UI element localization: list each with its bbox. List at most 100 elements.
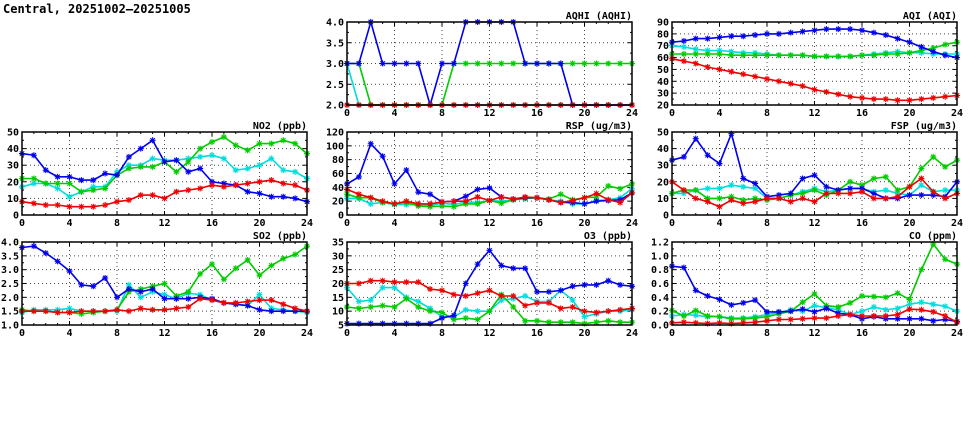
svg-text:20: 20 xyxy=(578,328,590,339)
svg-text:0: 0 xyxy=(669,328,675,339)
svg-text:0.6: 0.6 xyxy=(651,279,669,290)
svg-text:35: 35 xyxy=(332,238,344,249)
svg-text:40: 40 xyxy=(657,144,669,155)
so2-plot: 1.0 1.5 2.0 2.5 3.0 3.5 4.0 0 4 8 12 16 20 24 SO2 (ppb… xyxy=(1,231,313,339)
svg-text:20: 20 xyxy=(578,218,590,229)
svg-text:2.5: 2.5 xyxy=(1,279,19,290)
svg-text:24: 24 xyxy=(626,218,638,229)
svg-text:8: 8 xyxy=(114,328,120,339)
svg-text:20: 20 xyxy=(903,328,915,339)
svg-text:3.5: 3.5 xyxy=(326,38,344,49)
svg-text:2.5: 2.5 xyxy=(326,80,344,91)
svg-text:0.0: 0.0 xyxy=(651,321,669,332)
svg-text:20: 20 xyxy=(578,108,590,119)
svg-text:4: 4 xyxy=(716,328,722,339)
svg-text:12: 12 xyxy=(483,218,495,229)
svg-text:3.0: 3.0 xyxy=(1,265,19,276)
series-red xyxy=(669,175,960,210)
svg-text:40: 40 xyxy=(7,144,19,155)
chart-o3: 5 10 15 20 25 30 35 0 4 8 12 16 20 24 O3 (ppb) xyxy=(325,230,650,342)
svg-text:60: 60 xyxy=(332,169,344,180)
svg-text:1.0: 1.0 xyxy=(1,321,19,332)
svg-text:24: 24 xyxy=(951,108,963,119)
chart-no2: 0 10 20 30 40 50 0 4 8 12 16 20 24 NO2 (ppb) xyxy=(0,120,325,232)
svg-text:4.0: 4.0 xyxy=(1,238,19,249)
series-red xyxy=(19,177,310,210)
svg-text:0: 0 xyxy=(19,218,25,229)
svg-text:30: 30 xyxy=(657,89,669,100)
svg-text:1.0: 1.0 xyxy=(651,251,669,262)
svg-text:0: 0 xyxy=(669,108,675,119)
svg-text:40: 40 xyxy=(657,77,669,88)
rsp-title: RSP (ug/m3) xyxy=(566,121,632,132)
svg-text:20: 20 xyxy=(332,279,344,290)
svg-text:20: 20 xyxy=(253,218,265,229)
co-plot: 0.0 0.2 0.4 0.6 0.8 1.0 1.2 0 4 8 12 16 20 24 CO (ppm) xyxy=(651,231,963,339)
chart-aqi: 20 30 40 50 60 70 80 90 0 4 8 12 16 20 24 AQI (AQI) xyxy=(650,10,975,122)
fsp-title: FSP (ug/m3) xyxy=(891,121,957,132)
svg-text:4.0: 4.0 xyxy=(326,18,344,29)
svg-text:20: 20 xyxy=(7,177,19,188)
aqhi-plot: 2.0 2.5 3.0 3.5 4.0 0 4 8 12 16 20 24 AQHI (AQHI) xyxy=(326,11,638,119)
svg-text:1.5: 1.5 xyxy=(1,307,19,318)
svg-text:24: 24 xyxy=(301,218,313,229)
svg-text:0.4: 0.4 xyxy=(651,293,669,304)
svg-text:20: 20 xyxy=(253,328,265,339)
svg-text:50: 50 xyxy=(7,128,19,139)
svg-text:20: 20 xyxy=(903,218,915,229)
svg-text:0.2: 0.2 xyxy=(651,307,669,318)
svg-text:0: 0 xyxy=(669,218,675,229)
svg-text:0.8: 0.8 xyxy=(651,265,669,276)
svg-text:24: 24 xyxy=(301,328,313,339)
svg-text:4: 4 xyxy=(716,108,722,119)
svg-text:16: 16 xyxy=(856,218,868,229)
svg-text:24: 24 xyxy=(626,328,638,339)
co-title: CO (ppm) xyxy=(909,231,957,242)
svg-text:10: 10 xyxy=(7,194,19,205)
svg-text:30: 30 xyxy=(7,161,19,172)
svg-text:80: 80 xyxy=(332,155,344,166)
svg-text:40: 40 xyxy=(332,183,344,194)
svg-text:8: 8 xyxy=(764,328,770,339)
svg-text:24: 24 xyxy=(626,108,638,119)
svg-text:16: 16 xyxy=(531,218,543,229)
series-red xyxy=(669,306,960,327)
svg-text:2.0: 2.0 xyxy=(1,293,19,304)
o3-plot: 5 10 15 20 25 30 35 0 4 8 12 16 20 24 O3 (ppb) xyxy=(332,231,638,339)
svg-text:15: 15 xyxy=(332,293,344,304)
series-blue xyxy=(19,137,310,205)
svg-text:8: 8 xyxy=(764,108,770,119)
svg-text:100: 100 xyxy=(326,141,344,152)
svg-text:0: 0 xyxy=(13,211,19,222)
svg-text:4: 4 xyxy=(391,108,397,119)
svg-text:50: 50 xyxy=(657,128,669,139)
svg-text:0: 0 xyxy=(344,328,350,339)
svg-text:8: 8 xyxy=(114,218,120,229)
svg-text:12: 12 xyxy=(483,108,495,119)
svg-text:4: 4 xyxy=(66,218,72,229)
svg-text:8: 8 xyxy=(439,218,445,229)
svg-text:60: 60 xyxy=(657,53,669,64)
svg-text:70: 70 xyxy=(657,41,669,52)
no2-title: NO2 (ppb) xyxy=(253,121,307,132)
fsp-plot: 0 10 20 30 40 50 0 4 8 12 16 20 24 FSP (ug/m3) xyxy=(657,121,963,229)
series-red xyxy=(344,186,635,207)
svg-text:4: 4 xyxy=(391,218,397,229)
svg-text:10: 10 xyxy=(332,307,344,318)
svg-text:12: 12 xyxy=(158,328,170,339)
series-blue xyxy=(344,247,635,327)
svg-text:24: 24 xyxy=(951,328,963,339)
svg-text:25: 25 xyxy=(332,265,344,276)
chart-co: 0.0 0.2 0.4 0.6 0.8 1.0 1.2 0 4 8 12 16 20 24 CO (ppm) xyxy=(650,230,975,342)
svg-text:20: 20 xyxy=(332,197,344,208)
svg-text:8: 8 xyxy=(439,108,445,119)
svg-text:4: 4 xyxy=(66,328,72,339)
series-red xyxy=(344,277,635,316)
aqhi-title: AQHI (AQHI) xyxy=(566,11,632,22)
svg-text:80: 80 xyxy=(657,29,669,40)
so2-title: SO2 (ppb) xyxy=(253,231,307,242)
svg-text:16: 16 xyxy=(206,328,218,339)
svg-text:16: 16 xyxy=(856,108,868,119)
